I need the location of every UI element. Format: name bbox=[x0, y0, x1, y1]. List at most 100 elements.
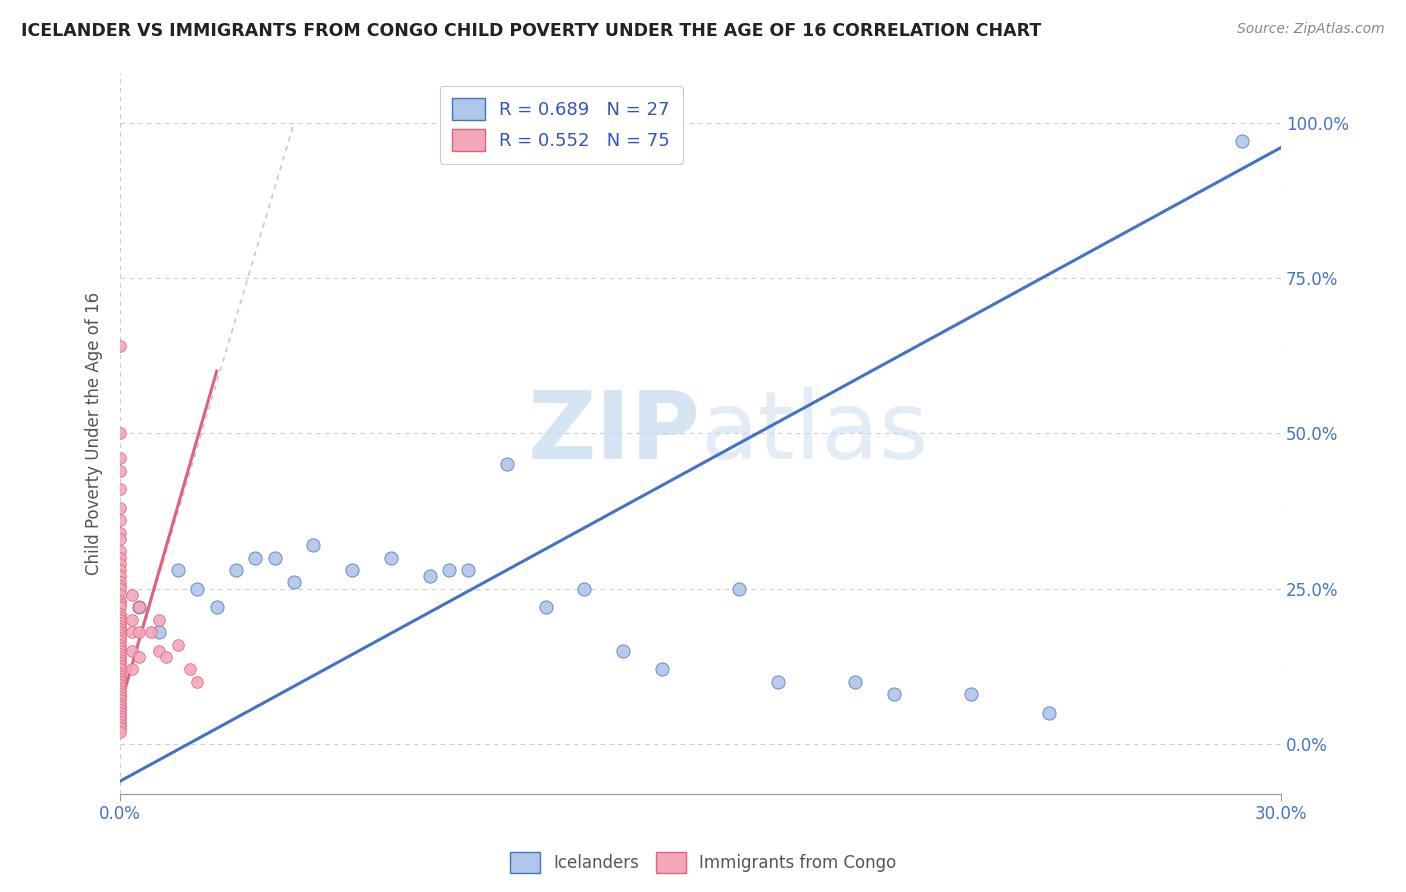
Point bbox=[108, 600, 131, 615]
Point bbox=[108, 613, 131, 627]
Point bbox=[108, 544, 131, 558]
Point bbox=[108, 597, 131, 611]
Point bbox=[108, 674, 131, 689]
Point bbox=[108, 451, 131, 466]
Point bbox=[108, 668, 131, 682]
Point bbox=[108, 339, 131, 353]
Point bbox=[128, 600, 150, 615]
Point bbox=[179, 662, 201, 676]
Point bbox=[108, 464, 131, 478]
Y-axis label: Child Poverty Under the Age of 16: Child Poverty Under the Age of 16 bbox=[86, 292, 103, 574]
Point bbox=[225, 563, 247, 577]
Point bbox=[108, 647, 131, 661]
Point bbox=[108, 650, 131, 665]
Point bbox=[883, 687, 905, 701]
Point bbox=[108, 715, 131, 730]
Point bbox=[108, 709, 131, 723]
Point bbox=[148, 644, 170, 658]
Point bbox=[1232, 134, 1254, 148]
Point bbox=[167, 638, 190, 652]
Point bbox=[108, 687, 131, 701]
Text: Source: ZipAtlas.com: Source: ZipAtlas.com bbox=[1237, 22, 1385, 37]
Point bbox=[108, 697, 131, 711]
Point bbox=[108, 569, 131, 583]
Point bbox=[108, 594, 131, 608]
Point bbox=[108, 644, 131, 658]
Point bbox=[121, 644, 143, 658]
Point bbox=[534, 600, 557, 615]
Point bbox=[108, 619, 131, 633]
Point bbox=[108, 426, 131, 441]
Point bbox=[108, 622, 131, 636]
Point bbox=[496, 458, 519, 472]
Point bbox=[108, 575, 131, 590]
Point bbox=[108, 690, 131, 705]
Point bbox=[1038, 706, 1060, 720]
Point bbox=[108, 684, 131, 698]
Point bbox=[108, 638, 131, 652]
Point bbox=[108, 634, 131, 648]
Point bbox=[205, 600, 228, 615]
Point bbox=[108, 513, 131, 527]
Point bbox=[108, 681, 131, 695]
Point bbox=[148, 625, 170, 640]
Point bbox=[108, 615, 131, 630]
Point bbox=[437, 563, 460, 577]
Point bbox=[121, 625, 143, 640]
Point bbox=[108, 532, 131, 546]
Point bbox=[108, 640, 131, 655]
Point bbox=[108, 500, 131, 515]
Legend: Icelanders, Immigrants from Congo: Icelanders, Immigrants from Congo bbox=[503, 846, 903, 880]
Point bbox=[108, 699, 131, 714]
Point bbox=[612, 644, 634, 658]
Point bbox=[263, 550, 285, 565]
Point bbox=[302, 538, 325, 552]
Point bbox=[108, 665, 131, 680]
Point bbox=[128, 625, 150, 640]
Point bbox=[651, 662, 673, 676]
Point bbox=[766, 674, 789, 689]
Point bbox=[108, 722, 131, 736]
Point bbox=[108, 578, 131, 592]
Point bbox=[728, 582, 751, 596]
Point bbox=[457, 563, 479, 577]
Point bbox=[108, 718, 131, 732]
Point bbox=[121, 662, 143, 676]
Point bbox=[245, 550, 267, 565]
Point bbox=[108, 482, 131, 496]
Point bbox=[108, 607, 131, 621]
Point bbox=[108, 693, 131, 707]
Text: ICELANDER VS IMMIGRANTS FROM CONGO CHILD POVERTY UNDER THE AGE OF 16 CORRELATION: ICELANDER VS IMMIGRANTS FROM CONGO CHILD… bbox=[21, 22, 1042, 40]
Point bbox=[340, 563, 363, 577]
Point bbox=[108, 588, 131, 602]
Point bbox=[108, 706, 131, 720]
Point bbox=[108, 703, 131, 717]
Point bbox=[108, 609, 131, 624]
Point bbox=[108, 632, 131, 646]
Point bbox=[108, 525, 131, 540]
Point bbox=[128, 600, 150, 615]
Point bbox=[108, 625, 131, 640]
Point bbox=[108, 662, 131, 676]
Point bbox=[186, 674, 208, 689]
Point bbox=[108, 678, 131, 692]
Point bbox=[121, 613, 143, 627]
Point bbox=[844, 674, 866, 689]
Point bbox=[108, 672, 131, 686]
Point bbox=[139, 625, 162, 640]
Point bbox=[186, 582, 208, 596]
Point bbox=[960, 687, 983, 701]
Point bbox=[108, 550, 131, 565]
Point bbox=[155, 650, 177, 665]
Point bbox=[108, 724, 131, 739]
Text: atlas: atlas bbox=[700, 387, 929, 479]
Point bbox=[283, 575, 305, 590]
Legend: R = 0.689   N = 27, R = 0.552   N = 75: R = 0.689 N = 27, R = 0.552 N = 75 bbox=[440, 86, 683, 164]
Point bbox=[128, 650, 150, 665]
Point bbox=[108, 582, 131, 596]
Point bbox=[108, 712, 131, 726]
Point bbox=[148, 613, 170, 627]
Point bbox=[121, 588, 143, 602]
Point bbox=[574, 582, 596, 596]
Point bbox=[167, 563, 190, 577]
